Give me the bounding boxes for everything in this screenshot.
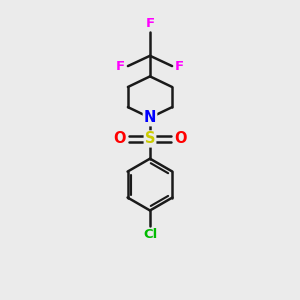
Text: O: O <box>174 131 187 146</box>
Text: F: F <box>116 60 125 73</box>
Text: Cl: Cl <box>143 228 157 241</box>
Text: S: S <box>145 131 155 146</box>
Text: N: N <box>144 110 156 125</box>
Text: O: O <box>113 131 126 146</box>
Text: F: F <box>146 17 154 30</box>
Text: F: F <box>175 60 184 73</box>
